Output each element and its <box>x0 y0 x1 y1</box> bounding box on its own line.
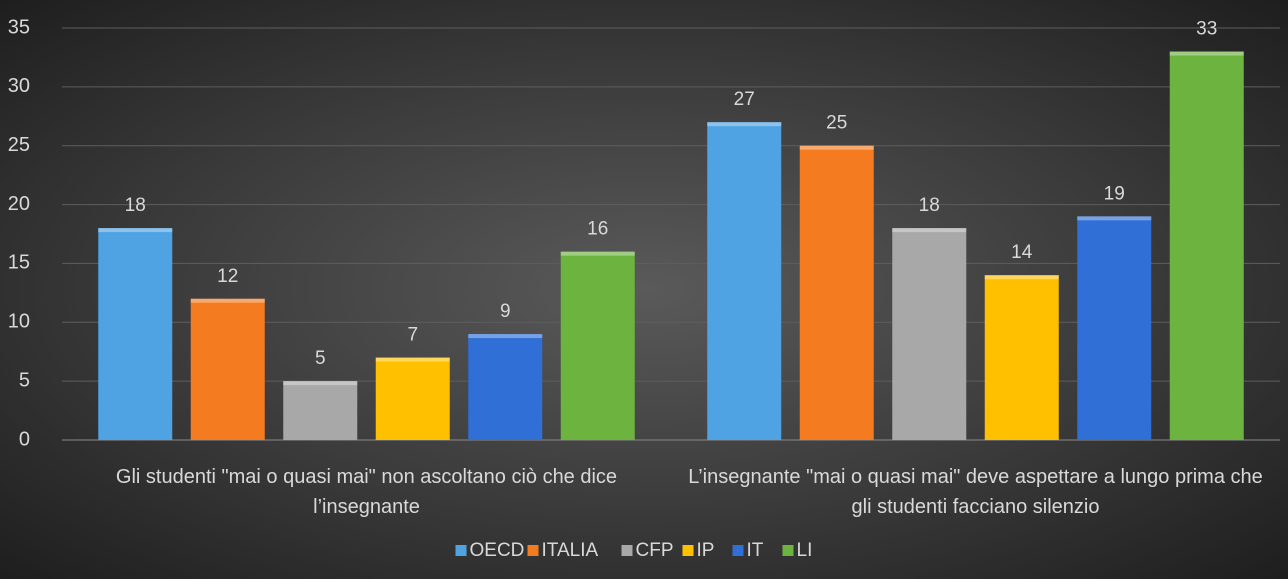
bar <box>984 275 1059 440</box>
x-tick-label: Gli studenti "mai o quasi mai" non ascol… <box>115 466 618 518</box>
data-label: 7 <box>407 325 418 346</box>
y-tick-label: 30 <box>8 75 30 97</box>
data-label: 27 <box>734 89 755 110</box>
y-tick-label: 5 <box>19 369 30 391</box>
bar-bevel <box>1169 51 1244 56</box>
bar-bevel <box>799 145 874 150</box>
bar <box>468 334 543 440</box>
bar <box>190 298 265 440</box>
data-label: 19 <box>1104 183 1125 204</box>
bar <box>283 381 358 440</box>
bar-bevel <box>375 357 450 362</box>
legend-label: ITALIA <box>542 540 599 561</box>
legend-label: CFP <box>636 540 674 561</box>
data-label: 25 <box>826 113 847 134</box>
bar <box>1169 51 1244 441</box>
legend-label: LI <box>797 540 813 561</box>
x-tick-label: L’insegnante "mai o quasi mai" deve aspe… <box>688 466 1263 518</box>
bar-bevel <box>190 298 265 303</box>
bar-bevel <box>560 251 635 256</box>
bar <box>98 228 173 440</box>
bar <box>560 251 635 440</box>
bar <box>375 357 450 440</box>
data-label: 18 <box>125 195 146 216</box>
y-tick-label: 25 <box>8 134 30 156</box>
legend-swatch <box>732 545 744 556</box>
bar-bevel <box>1077 216 1152 221</box>
legend-label: IT <box>747 540 764 561</box>
legend-swatch <box>455 545 467 556</box>
data-label: 18 <box>919 195 940 216</box>
bar <box>799 145 874 440</box>
bar <box>892 228 967 440</box>
data-label: 9 <box>500 301 511 322</box>
legend-label: IP <box>697 540 715 561</box>
data-label: 5 <box>315 348 326 369</box>
data-label: 12 <box>217 266 238 287</box>
data-label: 33 <box>1196 19 1217 40</box>
legend-swatch <box>682 545 694 556</box>
y-tick-label: 0 <box>19 428 30 450</box>
bar-bevel <box>892 228 967 233</box>
bar <box>1077 216 1152 440</box>
bar-bevel <box>707 122 782 127</box>
y-tick-label: 35 <box>8 16 30 38</box>
bar-bevel <box>98 228 173 233</box>
bar-bevel <box>283 381 358 386</box>
data-label: 14 <box>1011 242 1033 263</box>
y-tick-label: 10 <box>8 311 30 333</box>
bar <box>707 122 782 441</box>
bar-bevel <box>984 275 1059 280</box>
y-tick-label: 15 <box>8 252 30 274</box>
data-label: 16 <box>587 219 608 240</box>
y-tick-label: 20 <box>8 193 30 215</box>
legend-swatch <box>621 545 633 556</box>
legend-label: OECD <box>470 540 525 561</box>
legend-swatch <box>527 545 539 556</box>
bar-bevel <box>468 334 543 339</box>
legend-swatch <box>782 545 794 556</box>
